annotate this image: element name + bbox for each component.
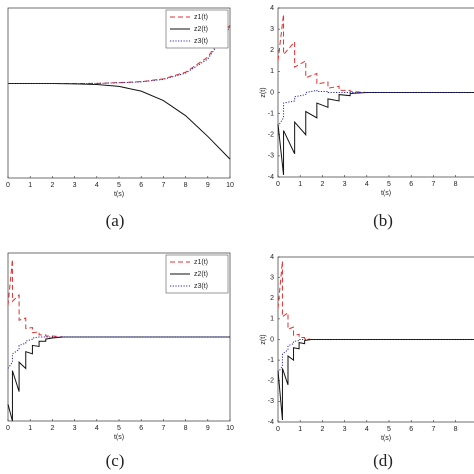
- x-tick-label: 4: [95, 182, 99, 189]
- x-tick-label: 8: [184, 182, 188, 189]
- x-tick-label: 7: [431, 426, 435, 433]
- x-tick-label: 2: [320, 181, 324, 188]
- x-tick-label: 1: [298, 181, 302, 188]
- x-tick-label: 1: [28, 182, 32, 189]
- x-tick-label: 6: [139, 425, 143, 432]
- y-tick-label: 1: [270, 316, 274, 323]
- y-tick-label: -3: [268, 153, 274, 160]
- series-line: [7, 259, 230, 338]
- legend-label: z3(t): [194, 38, 208, 45]
- x-tick-label: 10: [226, 425, 234, 432]
- x-tick-label: 0: [276, 181, 280, 188]
- x-tick-label: 2: [320, 426, 324, 433]
- y-tick-label: -1: [268, 110, 274, 117]
- x-tick-label: 1: [298, 426, 302, 433]
- series-line: [8, 83, 231, 160]
- legend-label: z3(t): [194, 283, 208, 290]
- x-tick-label: 9: [206, 425, 210, 432]
- y-tick-label: -2: [268, 132, 274, 139]
- x-tick-label: 5: [117, 425, 121, 432]
- x-tick-label: 0: [276, 426, 280, 433]
- x-tick-label: 6: [409, 181, 413, 188]
- x-tick-label: 10: [226, 182, 234, 189]
- x-tick-label: 5: [117, 182, 121, 189]
- x-tick-label: 0: [6, 425, 10, 432]
- y-axis-label: z(t): [260, 334, 267, 344]
- y-tick-label: 2: [270, 47, 274, 54]
- legend-label: z2(t): [194, 271, 208, 278]
- x-tick-label: 0: [6, 182, 10, 189]
- x-axis-label: t(s): [381, 190, 391, 197]
- x-tick-label: 8: [184, 425, 188, 432]
- y-tick-label: 0: [270, 89, 274, 96]
- x-tick-label: 4: [95, 425, 99, 432]
- x-tick-label: 7: [161, 182, 165, 189]
- y-tick-label: 0: [270, 336, 274, 343]
- x-tick-label: 5: [387, 181, 391, 188]
- x-axis-label: t(s): [381, 435, 391, 442]
- x-tick-label: 1: [28, 425, 32, 432]
- series-line: [277, 89, 474, 127]
- y-tick-label: -4: [268, 419, 274, 426]
- x-tick-label: 3: [73, 425, 77, 432]
- legend-label: z2(t): [194, 26, 208, 33]
- x-tick-label: 8: [454, 426, 458, 433]
- x-tick-label: 7: [431, 181, 435, 188]
- x-tick-label: 4: [365, 181, 369, 188]
- y-tick-label: 4: [270, 254, 274, 261]
- x-tick-label: 2: [50, 182, 54, 189]
- y-tick-label: 3: [270, 274, 274, 281]
- series-line: [277, 339, 474, 373]
- x-tick-label: 3: [73, 182, 77, 189]
- legend-box: [165, 9, 229, 49]
- caption: (c): [106, 451, 125, 470]
- caption: (a): [106, 211, 125, 230]
- y-tick-label: 4: [270, 5, 274, 12]
- y-tick-label: -3: [268, 398, 274, 405]
- x-tick-label: 3: [343, 426, 347, 433]
- y-tick-label: -1: [268, 357, 274, 364]
- y-tick-label: -2: [268, 378, 274, 385]
- y-axis-label: z(t): [260, 87, 267, 97]
- x-tick-label: 8: [454, 181, 458, 188]
- x-tick-label: 9: [206, 182, 210, 189]
- x-tick-label: 7: [161, 425, 165, 432]
- series-line: [277, 14, 474, 93]
- series-line: [277, 339, 474, 420]
- x-tick-label: 2: [50, 425, 54, 432]
- y-tick-label: 3: [270, 26, 274, 33]
- series-line: [7, 336, 230, 369]
- x-axis-label: t(s): [114, 434, 124, 441]
- y-tick-label: 2: [270, 295, 274, 302]
- series-line: [8, 26, 231, 85]
- x-tick-label: 6: [139, 182, 143, 189]
- y-tick-label: 1: [270, 68, 274, 75]
- y-tick-label: -4: [268, 174, 274, 181]
- series-line: [277, 92, 474, 175]
- series-line: [277, 261, 474, 340]
- x-axis-label: t(s): [114, 191, 124, 198]
- caption: (b): [373, 211, 393, 230]
- legend-label: z1(t): [194, 259, 208, 266]
- x-tick-label: 6: [409, 426, 413, 433]
- legend-label: z1(t): [194, 14, 208, 21]
- x-tick-label: 5: [387, 426, 391, 433]
- x-tick-label: 4: [365, 426, 369, 433]
- caption: (d): [373, 451, 393, 470]
- x-tick-label: 3: [343, 181, 347, 188]
- series-line: [7, 336, 230, 422]
